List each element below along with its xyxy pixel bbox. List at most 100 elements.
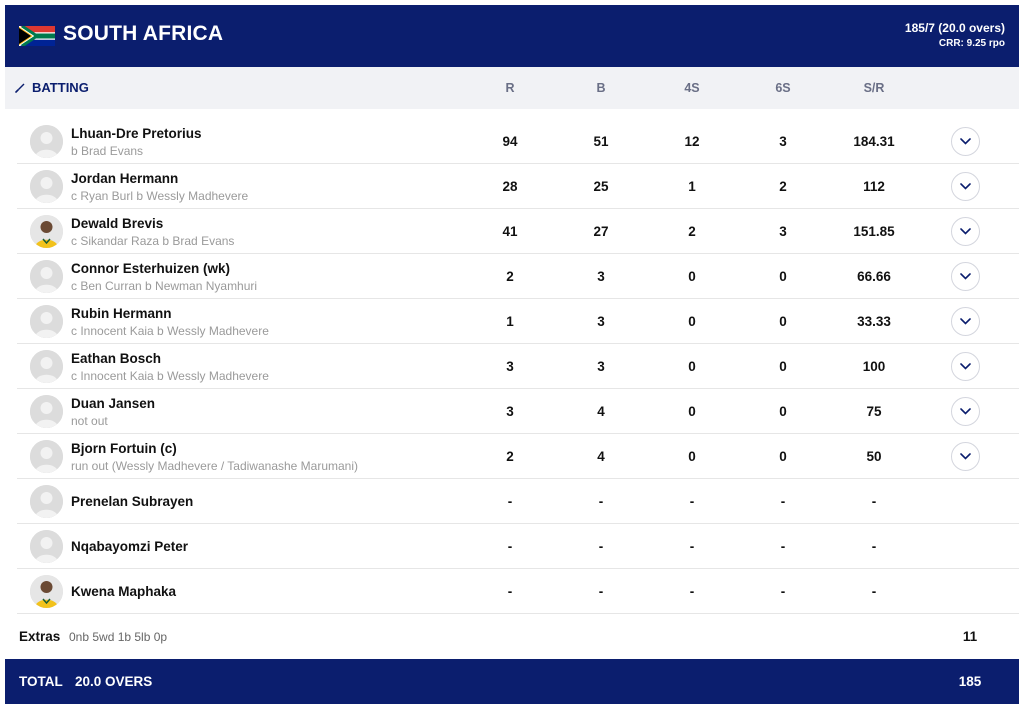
stat-r: -	[507, 584, 513, 599]
stat-sr: 50	[866, 449, 882, 464]
stat-r: -	[507, 539, 513, 554]
col-runs: R	[505, 81, 515, 95]
player-avatar-placeholder	[30, 125, 63, 158]
player-name[interactable]: Duan Jansen	[71, 396, 156, 411]
stat-b: 4	[597, 449, 605, 464]
stat-sr: -	[871, 584, 877, 599]
player-avatar-placeholder	[30, 260, 63, 293]
stat-r: 2	[506, 449, 514, 464]
stat-sr: 75	[866, 404, 882, 419]
col-strike-rate: S/R	[863, 81, 885, 95]
chevron-down-icon	[960, 138, 971, 145]
stat-fours: 0	[688, 449, 696, 464]
stat-r: 28	[502, 179, 518, 194]
expand-row-button[interactable]	[951, 127, 980, 156]
col-balls: B	[596, 81, 606, 95]
player-avatar-placeholder	[30, 350, 63, 383]
total-label: TOTAL	[19, 674, 63, 689]
stat-r: 41	[502, 224, 518, 239]
stat-fours: 12	[684, 134, 700, 149]
stat-sixes: -	[780, 539, 786, 554]
batter-row: Jordan Hermann c Ryan Burl b Wessly Madhe…	[17, 164, 1019, 209]
team-name: SOUTH AFRICA	[63, 22, 224, 45]
stat-r: 3	[506, 359, 514, 374]
total-overs: 20.0 OVERS	[75, 674, 153, 689]
dismissal-text: c Innocent Kaia b Wessly Madhevere	[71, 324, 269, 338]
stat-b: -	[598, 494, 604, 509]
player-name[interactable]: Kwena Maphaka	[71, 584, 177, 599]
stat-sr: -	[871, 539, 877, 554]
batting-label: BATTING	[15, 80, 89, 95]
expand-row-button[interactable]	[951, 217, 980, 246]
player-name[interactable]: Dewald Brevis	[71, 216, 164, 231]
stat-sr: 151.85	[853, 224, 895, 239]
expand-row-button[interactable]	[951, 397, 980, 426]
stat-sixes: 0	[779, 404, 787, 419]
stat-fours: -	[689, 539, 695, 554]
stat-sr: -	[871, 494, 877, 509]
extras-label: Extras	[19, 629, 61, 644]
stat-r: 2	[506, 269, 514, 284]
stat-b: -	[598, 539, 604, 554]
extras-row: Extras 0nb 5wd 1b 5lb 0p 11	[5, 614, 1019, 659]
extras-total: 11	[962, 629, 978, 644]
stat-fours: 1	[688, 179, 696, 194]
expand-row-button[interactable]	[951, 352, 980, 381]
batting-heading: BATTING	[32, 80, 89, 95]
chevron-down-icon	[960, 273, 971, 280]
total-row: TOTAL 20.0 OVERS 185	[5, 659, 1019, 704]
player-avatar-placeholder	[30, 530, 63, 563]
stat-r: 3	[506, 404, 514, 419]
chevron-down-icon	[960, 453, 971, 460]
batter-row: Dewald Brevis c Sikandar Raza b Brad Evan…	[17, 209, 1019, 254]
batter-row: Eathan Bosch c Innocent Kaia b Wessly Mad…	[17, 344, 1019, 389]
stat-r: 94	[502, 134, 518, 149]
chevron-down-icon	[960, 408, 971, 415]
stat-b: 3	[597, 359, 605, 374]
stat-sixes: 0	[779, 449, 787, 464]
batter-row: Lhuan-Dre Pretorius b Brad Evans 94 51 12 3 18…	[17, 119, 1019, 164]
dismissal-text: run out (Wessly Madhevere / Tadiwanashe …	[71, 459, 359, 473]
col-fours: 4S	[684, 81, 700, 95]
current-run-rate: CRR: 9.25 rpo	[938, 38, 1005, 49]
player-avatar-placeholder	[30, 440, 63, 473]
stat-sixes: -	[780, 584, 786, 599]
batter-row: Connor Esterhuizen (wk) c Ben Curran b Ne…	[17, 254, 1019, 299]
chevron-down-icon	[960, 363, 971, 370]
stat-fours: 0	[688, 314, 696, 329]
stat-sr: 112	[863, 179, 885, 194]
player-name[interactable]: Connor Esterhuizen (wk)	[71, 261, 231, 276]
stat-sixes: 0	[779, 269, 787, 284]
stat-r: -	[507, 494, 513, 509]
south-africa-flag-icon	[19, 26, 55, 46]
expand-row-button[interactable]	[951, 442, 980, 471]
stat-b: -	[598, 584, 604, 599]
player-name[interactable]: Rubin Hermann	[71, 306, 172, 321]
player-name[interactable]: Jordan Hermann	[71, 171, 179, 186]
player-name[interactable]: Prenelan Subrayen	[71, 494, 194, 509]
stat-sixes: 2	[779, 179, 787, 194]
player-name[interactable]: Nqabayomzi Peter	[71, 539, 189, 554]
extras-breakdown: 0nb 5wd 1b 5lb 0p	[69, 630, 168, 644]
player-name[interactable]: Bjorn Fortuin (c)	[71, 441, 177, 456]
bat-icon	[15, 83, 25, 93]
player-name[interactable]: Eathan Bosch	[71, 351, 162, 366]
player-avatar-placeholder	[30, 305, 63, 338]
batter-row: Nqabayomzi Peter - - - - -	[17, 524, 1019, 569]
player-avatar-placeholder	[30, 170, 63, 203]
stat-sr: 184.31	[853, 134, 895, 149]
score-summary: 185/7 (20.0 overs)	[904, 21, 1005, 35]
team-header: SOUTH AFRICA 185/7 (20.0 overs) CRR: 9.2…	[5, 5, 1019, 67]
player-name[interactable]: Lhuan-Dre Pretorius	[71, 126, 202, 141]
dismissal-text: c Ben Curran b Newman Nyamhuri	[71, 279, 258, 293]
chevron-down-icon	[960, 228, 971, 235]
expand-row-button[interactable]	[951, 172, 980, 201]
stat-sixes: 3	[779, 224, 787, 239]
stat-fours: 0	[688, 404, 696, 419]
stat-b: 51	[593, 134, 609, 149]
expand-row-button[interactable]	[951, 262, 980, 291]
expand-row-button[interactable]	[951, 307, 980, 336]
dismissal-text: c Innocent Kaia b Wessly Madhevere	[71, 369, 269, 383]
batter-row: Kwena Maphaka - - - - -	[17, 569, 1019, 614]
batter-row: Prenelan Subrayen - - - - -	[17, 479, 1019, 524]
